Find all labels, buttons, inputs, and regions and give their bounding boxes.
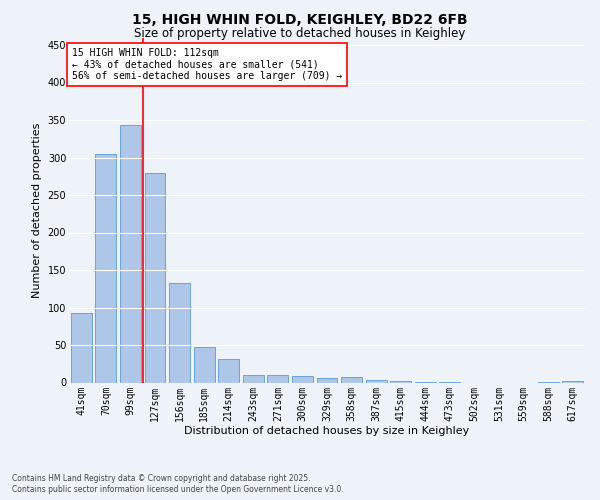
Text: Size of property relative to detached houses in Keighley: Size of property relative to detached ho…	[134, 28, 466, 40]
X-axis label: Distribution of detached houses by size in Keighley: Distribution of detached houses by size …	[184, 426, 470, 436]
Y-axis label: Number of detached properties: Number of detached properties	[32, 122, 42, 298]
Bar	[120, 124, 141, 382]
Bar	[71, 313, 92, 382]
Bar	[365, 380, 386, 382]
Bar	[95, 154, 116, 382]
Text: 15, HIGH WHIN FOLD, KEIGHLEY, BD22 6FB: 15, HIGH WHIN FOLD, KEIGHLEY, BD22 6FB	[132, 12, 468, 26]
Bar	[243, 375, 264, 382]
Bar	[145, 172, 166, 382]
Bar	[218, 359, 239, 382]
Text: Contains HM Land Registry data © Crown copyright and database right 2025.
Contai: Contains HM Land Registry data © Crown c…	[12, 474, 344, 494]
Bar	[169, 283, 190, 382]
Bar	[341, 376, 362, 382]
Bar	[562, 381, 583, 382]
Bar	[268, 375, 289, 382]
Bar	[292, 376, 313, 382]
Bar	[317, 378, 337, 382]
Bar	[194, 347, 215, 382]
Text: 15 HIGH WHIN FOLD: 112sqm
← 43% of detached houses are smaller (541)
56% of semi: 15 HIGH WHIN FOLD: 112sqm ← 43% of detac…	[71, 48, 342, 81]
Bar	[390, 381, 411, 382]
